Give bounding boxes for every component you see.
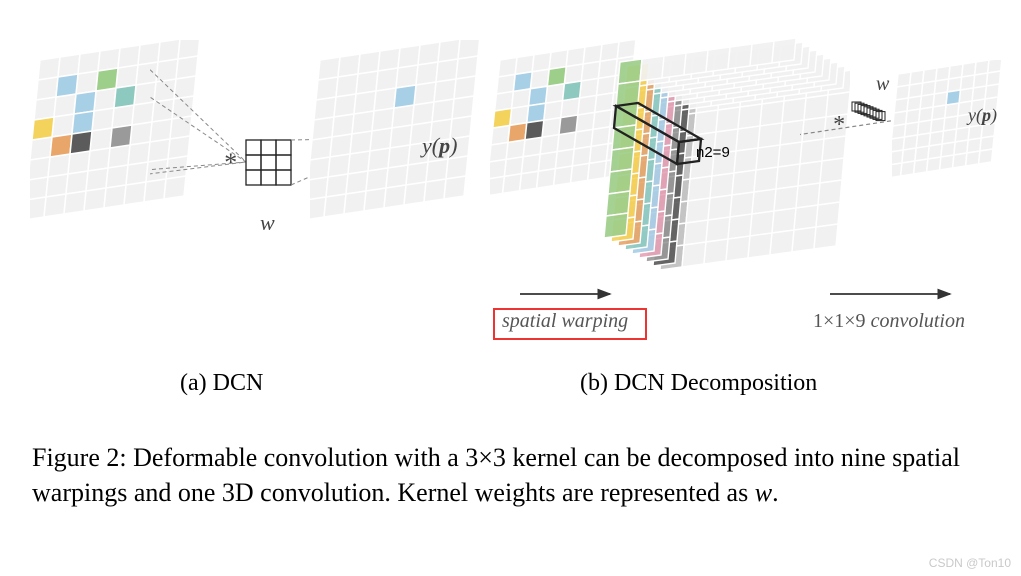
panel-b-output-grid [892,60,1021,260]
w-label-b: w [876,73,889,96]
conv-label: 1×1×9 convolution [813,310,965,333]
conv-arrow [820,282,970,312]
asterisk-a: * [223,148,236,178]
n2-label: n2=9 [696,144,730,161]
figure-panels: * w y(p) spatial warping n2=9 * w [30,30,991,390]
panel-a-output-grid [310,40,510,280]
y-label-b: y(p) [968,105,997,126]
y-label-a: y(p) [422,133,457,159]
panel-b-caption: (b) DCN Decomposition [580,370,817,397]
w-label-a: w [260,210,275,236]
figure-caption: Figure 2: Deformable convolution with a … [32,440,989,510]
panel-a-caption: (a) DCN [180,370,263,397]
asterisk-b: * [832,112,844,139]
watermark: CSDN @Ton10 [929,556,1011,570]
